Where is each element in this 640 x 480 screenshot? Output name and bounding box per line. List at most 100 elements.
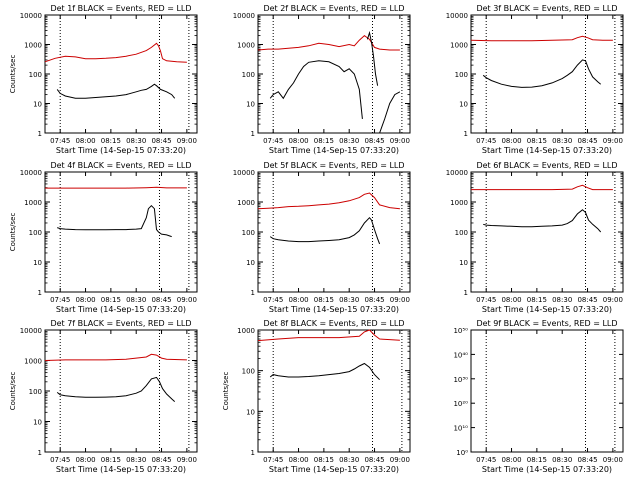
y-tick-label: 1000 [450, 42, 468, 50]
y-tick-label: 1000 [237, 42, 255, 50]
event-rate-line [57, 204, 172, 238]
x-tick-label: 08:30 [552, 296, 572, 304]
x-tick-label: 08:15 [101, 137, 121, 145]
event-rate-line [269, 216, 381, 245]
event-rate-line [366, 30, 379, 86]
event-rate-line [56, 376, 176, 402]
x-tick-label: 08:30 [339, 137, 359, 145]
panel-title: Det 4f BLACK = Events, RED = LLD [50, 161, 191, 170]
y-tick-label: 1000 [450, 199, 468, 207]
event-rate-line [482, 59, 602, 88]
y-tick-label: 1000 [24, 199, 42, 207]
x-tick-label: 09:00 [177, 456, 197, 464]
panel-title: Det 7f BLACK = Events, RED = LLD [50, 319, 191, 328]
x-tick-label: 08:45 [364, 296, 384, 304]
y-tick-label: 100 [242, 368, 255, 376]
x-tick-label: 08:30 [552, 137, 572, 145]
y-tick-label: 100 [242, 71, 255, 79]
x-tick-label: 07:45 [50, 137, 70, 145]
panel-det-8f: Det 8f BLACK = Events, RED = LLD 1 10 100 10… [222, 319, 411, 474]
panel-det-9f: Det 9f BLACK = Events, RED = LLD 10⁰ 10¹⁰ 1… [453, 319, 624, 474]
x-tick-label: 08:15 [314, 137, 334, 145]
y-tick-label: 10 [459, 101, 468, 109]
y-tick-label: 10²⁰ [453, 400, 468, 408]
y-tick-label: 1 [38, 449, 42, 457]
x-tick-label: 07:45 [476, 456, 496, 464]
x-tick-label: 07:45 [263, 296, 283, 304]
x-tick-label: 08:00 [501, 137, 521, 145]
x-tick-label: 08:15 [527, 456, 547, 464]
x-tick-label: 08:45 [364, 137, 384, 145]
panel-title: Det 9f BLACK = Events, RED = LLD [476, 319, 617, 328]
panel-det-3f: Det 3f BLACK = Events, RED = LLD 1 10 100 10… [446, 4, 624, 155]
x-tick-label: 09:00 [390, 137, 410, 145]
plot-frame [44, 14, 198, 134]
x-tick-label: 08:00 [501, 296, 521, 304]
x-tick-label: 07:45 [263, 137, 283, 145]
y-tick-label: 10 [33, 419, 42, 427]
y-tick-label: 10000 [20, 327, 42, 335]
lld-rate-line [471, 184, 613, 191]
x-tick-label: 07:45 [50, 296, 70, 304]
y-axis-label: Counts/sec [9, 55, 17, 94]
y-axis-label: Counts/sec [9, 372, 17, 411]
lld-rate-line [257, 329, 400, 342]
plot-frame [44, 329, 198, 453]
y-tick-label: 1 [38, 130, 42, 138]
x-tick-label: 07:45 [476, 137, 496, 145]
y-axis-label: Counts/sec [9, 213, 17, 252]
x-tick-label: 08:15 [527, 137, 547, 145]
panel-det-1f: Det 1f BLACK = Events, RED = LLD 1 10 100 10… [9, 4, 198, 155]
x-tick-label: 08:30 [126, 137, 146, 145]
y-tick-label: 10¹⁰ [453, 425, 468, 433]
x-tick-label: 08:45 [577, 137, 597, 145]
panel-title: Det 2f BLACK = Events, RED = LLD [263, 4, 404, 13]
x-axis-label: Start Time (14-Sep-15 07:33:20) [482, 305, 612, 314]
event-rate-line [269, 362, 380, 381]
x-tick-label: 08:00 [75, 456, 95, 464]
y-tick-label: 10000 [446, 12, 468, 20]
panel-title: Det 5f BLACK = Events, RED = LLD [263, 161, 404, 170]
y-tick-label: 100 [29, 71, 42, 79]
y-tick-label: 10000 [233, 169, 255, 177]
y-tick-label: 10 [33, 101, 42, 109]
x-axis-label: Start Time (14-Sep-15 07:33:20) [482, 465, 612, 474]
x-axis-label: Start Time (14-Sep-15 07:33:20) [269, 305, 399, 314]
y-tick-label: 10000 [446, 169, 468, 177]
y-tick-label: 10 [459, 259, 468, 267]
panel-title: Det 8f BLACK = Events, RED = LLD [263, 319, 404, 328]
lld-rate-line [44, 42, 187, 63]
lld-rate-line [257, 34, 400, 51]
x-tick-label: 09:00 [177, 296, 197, 304]
x-tick-label: 08:45 [577, 456, 597, 464]
x-tick-label: 09:00 [603, 137, 623, 145]
panel-det-2f: Det 2f BLACK = Events, RED = LLD 1 10 100 10… [233, 4, 411, 155]
panel-title: Det 3f BLACK = Events, RED = LLD [476, 4, 617, 13]
panel-title: Det 6f BLACK = Events, RED = LLD [476, 161, 617, 170]
y-tick-label: 100 [29, 229, 42, 237]
x-axis-label: Start Time (14-Sep-15 07:33:20) [269, 146, 399, 155]
x-tick-label: 08:00 [288, 456, 308, 464]
x-tick-label: 08:00 [288, 296, 308, 304]
x-axis-label: Start Time (14-Sep-15 07:33:20) [56, 465, 186, 474]
x-tick-label: 08:30 [552, 456, 572, 464]
x-tick-label: 07:45 [476, 296, 496, 304]
x-tick-label: 08:30 [339, 456, 359, 464]
x-tick-label: 08:00 [75, 296, 95, 304]
x-tick-label: 09:00 [390, 296, 410, 304]
panel-title: Det 1f BLACK = Events, RED = LLD [50, 4, 191, 13]
panel-det-7f: Det 7f BLACK = Events, RED = LLD 1 10 100 10… [9, 319, 198, 474]
y-tick-label: 10000 [20, 169, 42, 177]
y-tick-label: 1 [251, 289, 255, 297]
x-tick-label: 08:30 [126, 296, 146, 304]
event-rate-line [269, 60, 363, 119]
plot-frame [257, 171, 411, 293]
x-axis-label: Start Time (14-Sep-15 07:33:20) [56, 305, 186, 314]
y-tick-label: 1000 [24, 358, 42, 366]
panel-det-4f: Det 4f BLACK = Events, RED = LLD 1 10 100 10… [9, 161, 198, 314]
y-tick-label: 1 [464, 289, 468, 297]
y-axis-label: Counts/sec [222, 372, 230, 411]
x-tick-label: 08:45 [151, 137, 171, 145]
plot-frame [257, 14, 411, 134]
